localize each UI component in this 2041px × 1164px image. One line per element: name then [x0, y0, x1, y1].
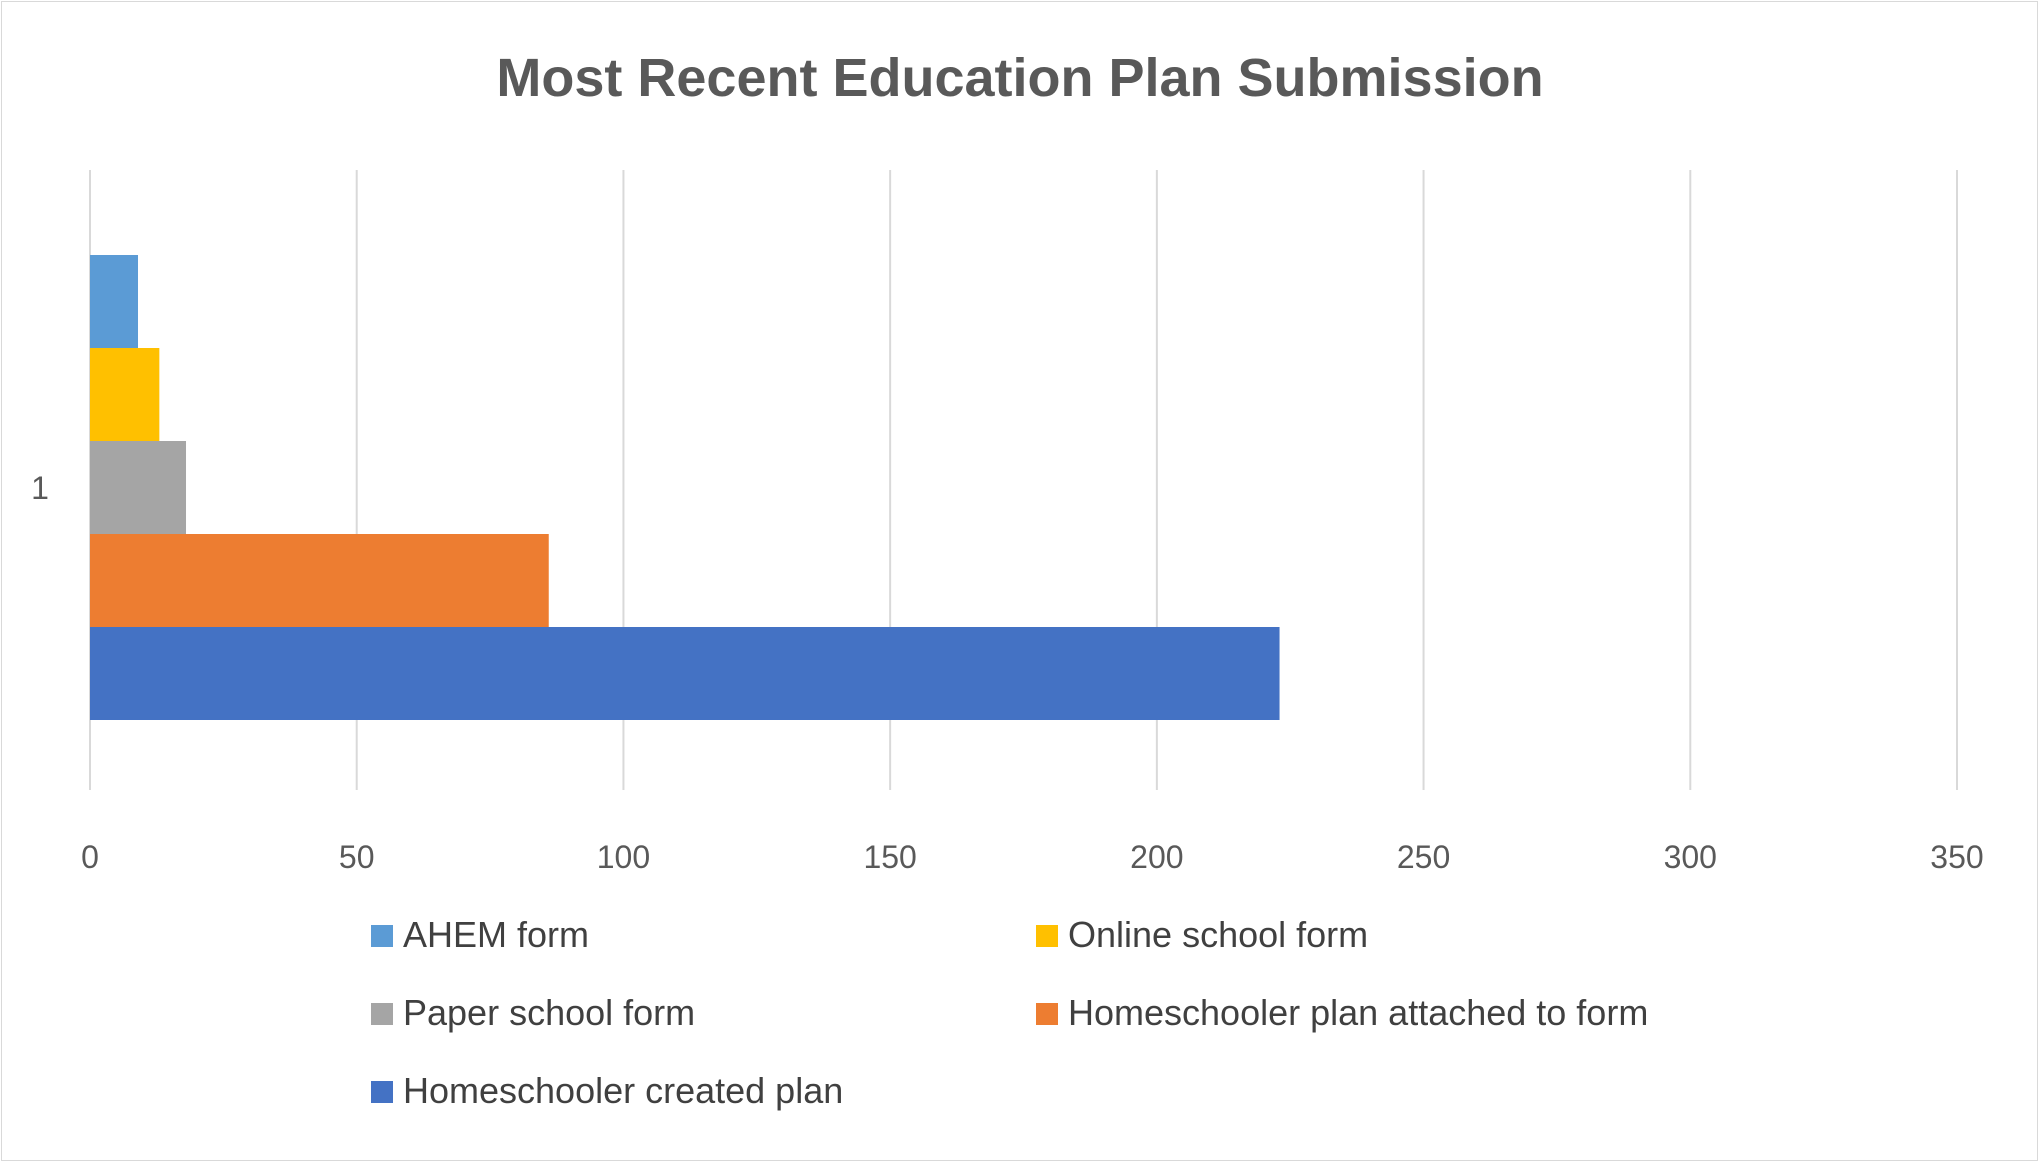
legend-swatch-ahem-form — [371, 925, 393, 947]
legend-swatch-online-school-form — [1036, 925, 1058, 947]
legend-label-ahem-form: AHEM form — [403, 914, 589, 955]
chart-title: Most Recent Education Plan Submission — [496, 48, 1543, 108]
x-tick-label: 300 — [1664, 839, 1717, 875]
bar-paper-school-form — [90, 441, 187, 534]
x-tick-label: 200 — [1130, 839, 1183, 875]
bar-ahem-form — [90, 255, 139, 348]
x-tick-label: 150 — [863, 839, 916, 875]
x-tick-label: 250 — [1397, 839, 1450, 875]
legend-swatch-homeschooler-plan-attached-to-form — [1036, 1003, 1058, 1025]
x-tick-label: 50 — [339, 839, 375, 875]
x-tick-label: 350 — [1930, 839, 1983, 875]
legend: AHEM form Online school form Paper school … — [371, 914, 1648, 1111]
bars — [90, 255, 1280, 720]
legend-label-paper-school-form: Paper school form — [403, 992, 695, 1033]
bar-homeschooler-plan-attached-to-form — [90, 534, 549, 627]
y-category-label: 1 — [31, 470, 49, 506]
axis-tick-labels: 0 50 100 150 200 250 300 350 1 — [31, 470, 1984, 875]
bar-homeschooler-created-plan — [90, 627, 1280, 720]
legend-swatch-homeschooler-created-plan — [371, 1081, 393, 1103]
legend-label-homeschooler-created-plan: Homeschooler created plan — [403, 1070, 843, 1111]
x-tick-label: 100 — [597, 839, 650, 875]
legend-label-online-school-form: Online school form — [1068, 914, 1368, 955]
bar-online-school-form — [90, 348, 160, 441]
legend-label-homeschooler-plan-attached-to-form: Homeschooler plan attached to form — [1068, 992, 1648, 1033]
legend-swatch-paper-school-form — [371, 1003, 393, 1025]
x-tick-label: 0 — [81, 839, 99, 875]
